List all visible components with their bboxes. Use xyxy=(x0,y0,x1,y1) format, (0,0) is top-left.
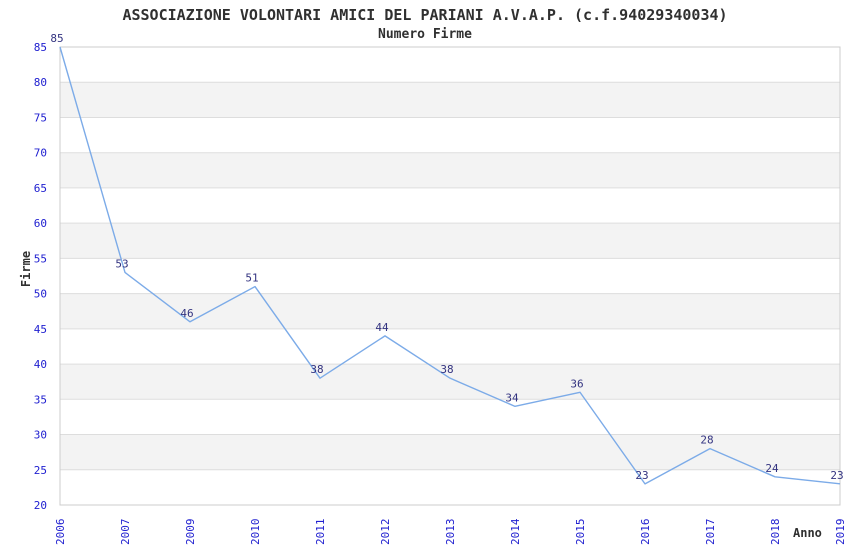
x-tick-label: 2007 xyxy=(119,519,132,546)
y-tick-label: 40 xyxy=(34,358,47,371)
y-tick-label: 85 xyxy=(34,41,47,54)
x-tick-label: 2014 xyxy=(509,518,522,545)
data-label: 53 xyxy=(115,257,128,270)
data-label: 23 xyxy=(830,469,843,482)
data-label: 46 xyxy=(180,307,193,320)
data-label: 24 xyxy=(765,462,779,475)
x-tick-label: 2019 xyxy=(834,519,847,546)
data-label: 34 xyxy=(505,391,519,404)
data-label: 38 xyxy=(310,363,323,376)
data-label: 23 xyxy=(635,469,648,482)
y-tick-label: 25 xyxy=(34,464,47,477)
data-label: 51 xyxy=(245,272,258,285)
y-tick-label: 20 xyxy=(34,499,47,512)
x-tick-label: 2009 xyxy=(184,519,197,546)
y-tick-label: 45 xyxy=(34,323,47,336)
data-line xyxy=(59,46,841,485)
chart-title: ASSOCIAZIONE VOLONTARI AMICI DEL PARIANI… xyxy=(122,6,728,24)
x-axis-title: Anno xyxy=(793,526,822,540)
x-tick-label: 2018 xyxy=(769,519,782,546)
plot-band xyxy=(60,434,840,470)
x-tick-label: 2013 xyxy=(444,519,457,546)
x-tick-label: 2006 xyxy=(54,519,67,546)
plot-border xyxy=(59,46,841,506)
x-tick-label: 2015 xyxy=(574,519,587,546)
plot-band xyxy=(60,293,840,329)
y-tick-label: 50 xyxy=(34,288,47,301)
data-label: 44 xyxy=(375,321,389,334)
y-tick-label: 65 xyxy=(34,182,47,195)
y-tick-label: 70 xyxy=(34,147,47,160)
y-tick-label: 60 xyxy=(34,217,47,230)
plot-band xyxy=(60,364,840,400)
y-tick-label: 55 xyxy=(34,252,47,265)
y-tick-label: 80 xyxy=(34,76,47,89)
chart-subtitle: Numero Firme xyxy=(378,27,472,42)
data-label: 38 xyxy=(440,363,453,376)
x-tick-label: 2017 xyxy=(704,519,717,546)
x-tick-label: 2012 xyxy=(379,519,392,546)
y-tick-label: 30 xyxy=(34,429,47,442)
plot-band xyxy=(60,152,840,188)
y-tick-label: 75 xyxy=(34,111,47,124)
data-label: 36 xyxy=(570,377,583,390)
plot-band xyxy=(60,82,840,118)
data-label: 85 xyxy=(50,32,63,45)
x-tick-label: 2011 xyxy=(314,519,327,546)
data-label: 28 xyxy=(700,434,713,447)
plot-band xyxy=(60,223,840,259)
x-tick-label: 2016 xyxy=(639,519,652,546)
x-tick-label: 2010 xyxy=(249,519,262,546)
y-tick-label: 35 xyxy=(34,393,47,406)
